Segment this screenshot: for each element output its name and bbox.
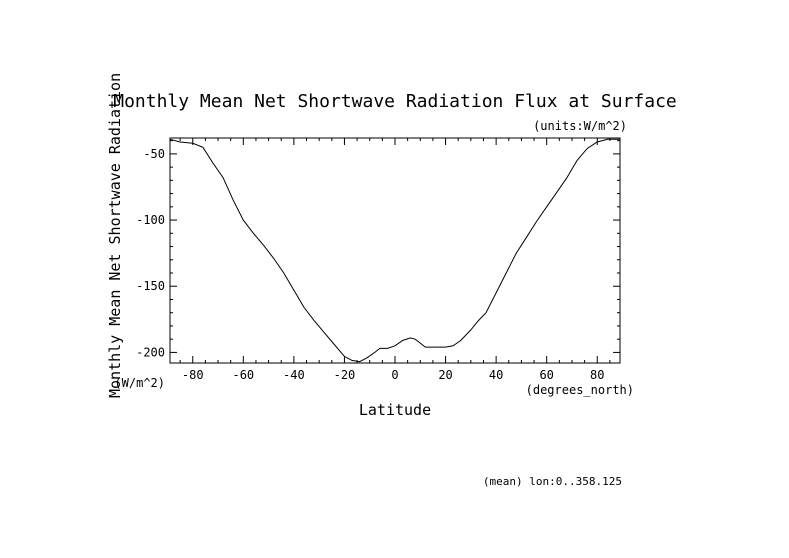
y-axis-ticks: -50 -100 -150 -200 (136, 147, 620, 359)
series-line (169, 138, 620, 363)
y-tick-label: -50 (143, 147, 165, 161)
x-tick-label: 0 (391, 368, 398, 382)
y-tick-label: -150 (136, 279, 165, 293)
x-axis-label: Latitude (359, 401, 431, 419)
x-axis-units: (degrees_north) (526, 383, 634, 397)
x-tick-label: 80 (590, 368, 604, 382)
units-label: (units:W/m^2) (533, 119, 627, 133)
x-tick-label: -80 (182, 368, 204, 382)
y-tick-label: -100 (136, 213, 165, 227)
footnote: (mean) lon:0..358.125 (483, 475, 622, 488)
x-tick-label: 20 (438, 368, 452, 382)
x-tick-label: -40 (283, 368, 305, 382)
y-tick-label: -200 (136, 345, 165, 359)
x-tick-label: -20 (334, 368, 356, 382)
plot-frame (169, 137, 621, 364)
minor-ticks (170, 138, 620, 363)
x-tick-label: 60 (539, 368, 553, 382)
x-tick-label: 40 (489, 368, 503, 382)
x-tick-label: -60 (232, 368, 254, 382)
y-axis-label: Monthly Mean Net Shortwave Radiation (106, 73, 124, 398)
chart-title: Monthly Mean Net Shortwave Radiation Flu… (113, 91, 677, 112)
x-axis-ticks: -80 -60 -40 -20 0 20 40 60 80 (182, 138, 604, 382)
y-axis-units: (W/m^2) (114, 376, 165, 390)
